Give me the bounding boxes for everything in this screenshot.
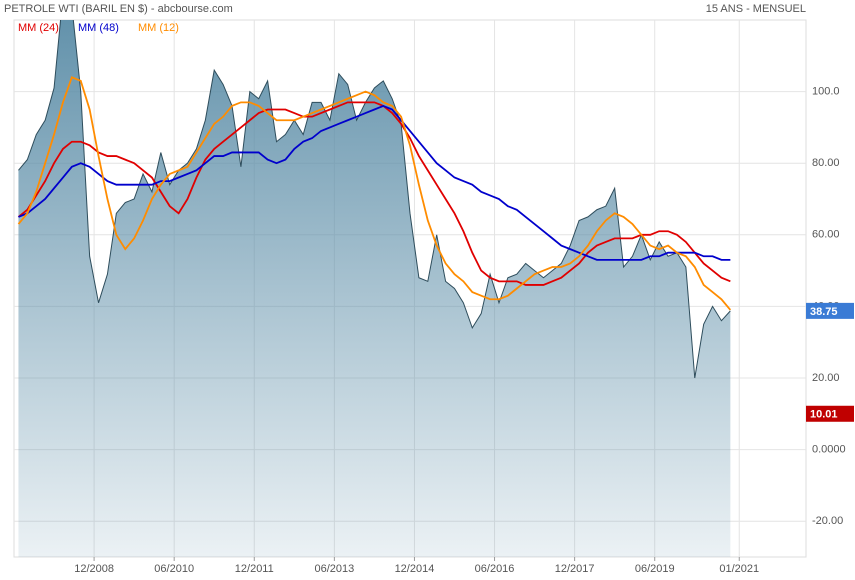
y-tick-label: -20.00 bbox=[812, 515, 843, 527]
x-tick-label: 06/2010 bbox=[154, 563, 194, 575]
x-tick-label: 12/2008 bbox=[74, 563, 114, 575]
x-tick-label: 06/2013 bbox=[314, 563, 354, 575]
moving-average-line bbox=[17, 76, 732, 311]
price-tag bbox=[806, 302, 854, 319]
x-tick-label: 01/2021 bbox=[719, 563, 759, 575]
x-tick-label: 12/2011 bbox=[235, 563, 274, 575]
chart-subtitle: 15 ANS - MENSUEL bbox=[706, 3, 806, 15]
legend-entry: MM (48) bbox=[78, 22, 119, 34]
price-area bbox=[18, 20, 731, 557]
moving-average-line bbox=[18, 104, 731, 261]
moving-average-line bbox=[17, 101, 731, 286]
y-tick-label: 20.00 bbox=[812, 372, 840, 384]
x-tick-label: 06/2019 bbox=[635, 563, 675, 575]
x-tick-label: 12/2017 bbox=[555, 563, 595, 575]
y-tick-label: 0.0000 bbox=[812, 444, 846, 456]
x-tick-label: 06/2016 bbox=[475, 563, 515, 575]
chart-title: PETROLE WTI (BARIL EN $) - abcbourse.com bbox=[4, 3, 233, 15]
legend-entry: MM (12) bbox=[138, 22, 179, 34]
y-tick-label: 100.0 bbox=[812, 86, 840, 98]
plot bbox=[17, 20, 732, 557]
y-tick-label: 60.00 bbox=[812, 229, 840, 241]
legend-entry: MM (24) bbox=[18, 22, 59, 34]
y-tick-label: 80.00 bbox=[812, 157, 840, 169]
price-tag-label: 38.75 bbox=[810, 306, 838, 318]
price-tag-label: 10.01 bbox=[810, 409, 838, 421]
x-tick-label: 12/2014 bbox=[395, 563, 435, 575]
price-line bbox=[18, 20, 731, 379]
price-tag bbox=[806, 405, 854, 422]
